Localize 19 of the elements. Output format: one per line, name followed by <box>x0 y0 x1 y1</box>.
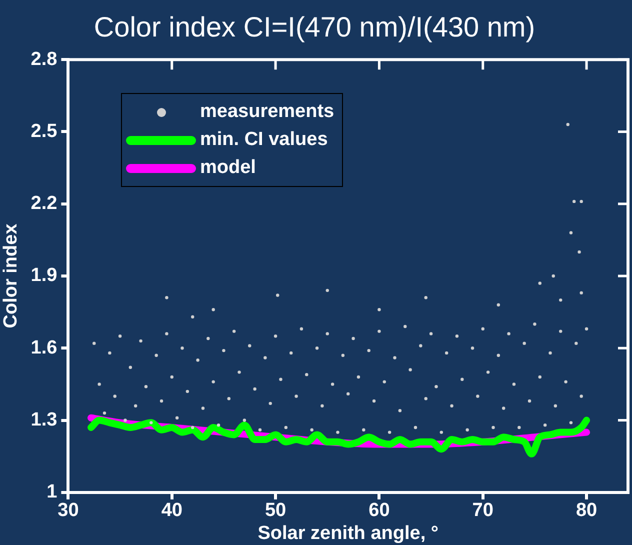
legend-label: model <box>200 157 256 179</box>
y-tick-label: 1.3 <box>30 410 58 430</box>
chart-title: Color index CI=I(470 nm)/I(430 nm) <box>94 12 536 43</box>
y-tick-label: 2.8 <box>30 48 58 70</box>
y-tick-label: 1.9 <box>30 265 58 286</box>
x-axis-title: Solar zenith angle, ° <box>258 522 438 544</box>
y-tick-label: 2.2 <box>30 193 58 214</box>
x-tick-label: 70 <box>472 500 494 522</box>
y-tick-label: 2.5 <box>30 120 58 142</box>
y-tick-label: 1.6 <box>30 337 58 358</box>
y-tick-label: 1 <box>46 482 58 503</box>
legend-label: measurements <box>200 101 334 123</box>
legend-label: min. CI values <box>200 129 328 151</box>
x-tick-label: 50 <box>264 500 286 522</box>
x-tick-label: 30 <box>58 500 79 522</box>
x-tick-label: 60 <box>368 500 390 522</box>
x-tick-label: 80 <box>576 500 598 522</box>
y-axis-title: Color index <box>0 223 22 328</box>
x-tick-label: 40 <box>161 500 182 522</box>
